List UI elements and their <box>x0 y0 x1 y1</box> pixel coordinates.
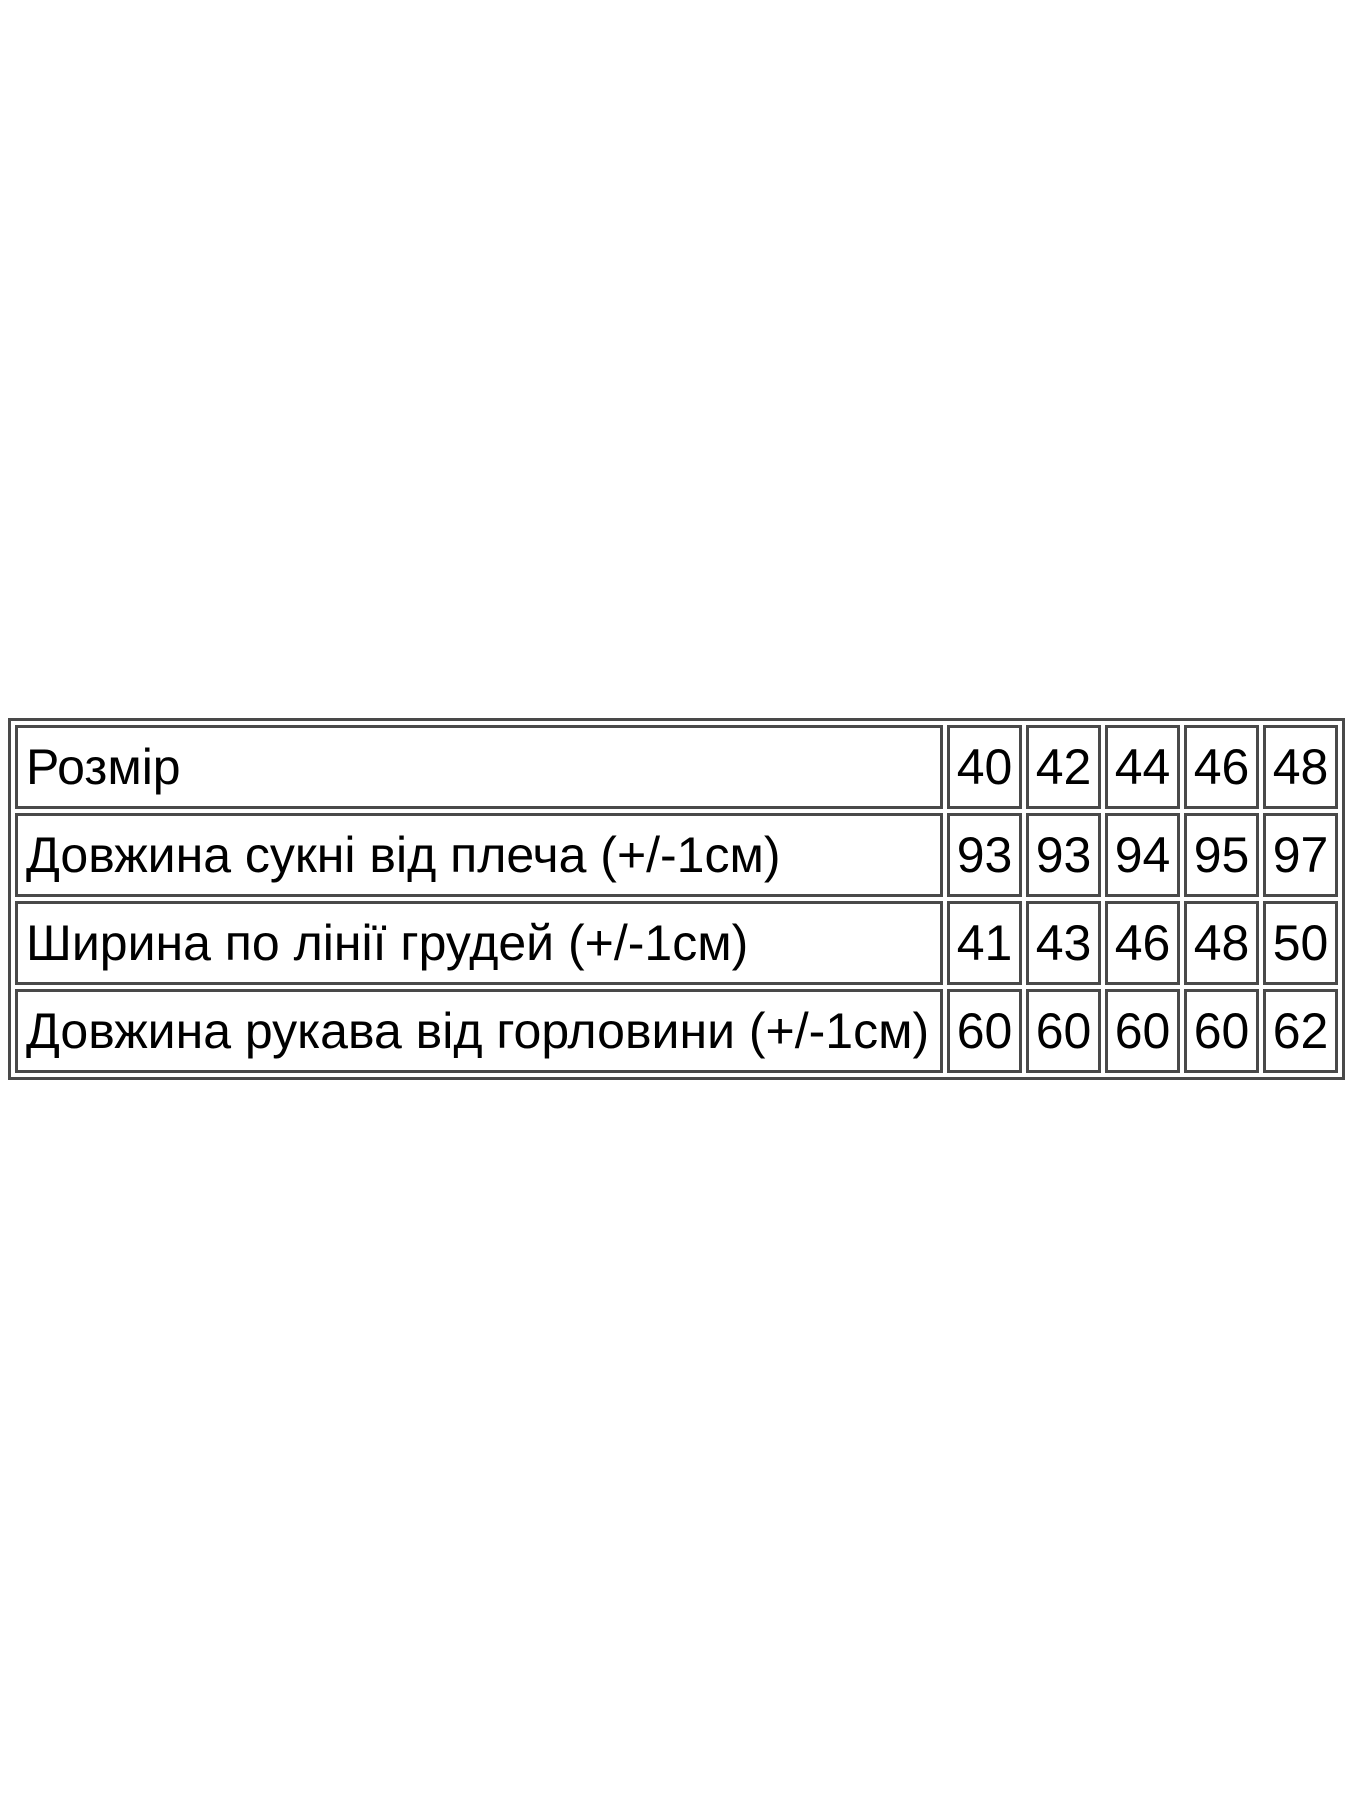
measure-value-cell: 41 <box>947 901 1022 985</box>
measure-value-cell: 95 <box>1184 813 1259 897</box>
measure-value-cell: 93 <box>947 813 1022 897</box>
measure-value-cell: 62 <box>1263 989 1338 1073</box>
measure-value-cell: 50 <box>1263 901 1338 985</box>
measure-value-cell: 43 <box>1026 901 1101 985</box>
row-label-cell: Ширина по лінії грудей (+/-1см) <box>15 901 943 985</box>
measure-value-cell: 94 <box>1105 813 1180 897</box>
measure-value-cell: 48 <box>1184 901 1259 985</box>
row-label-cell: Довжина сукні від плеча (+/-1см) <box>15 813 943 897</box>
size-value-cell: 46 <box>1184 725 1259 809</box>
size-chart-table: Розмір 40 42 44 46 48 Довжина сукні від … <box>8 718 1345 1080</box>
size-value-cell: 48 <box>1263 725 1338 809</box>
measure-value-cell: 93 <box>1026 813 1101 897</box>
size-value-cell: 40 <box>947 725 1022 809</box>
table-row-size: Розмір 40 42 44 46 48 <box>15 725 1338 809</box>
table-row-dress-length: Довжина сукні від плеча (+/-1см) 93 93 9… <box>15 813 1338 897</box>
measure-value-cell: 46 <box>1105 901 1180 985</box>
size-value-cell: 44 <box>1105 725 1180 809</box>
row-label-cell: Довжина рукава від горловини (+/-1см) <box>15 989 943 1073</box>
measure-value-cell: 60 <box>1026 989 1101 1073</box>
measure-value-cell: 60 <box>1105 989 1180 1073</box>
table-row-sleeve-length: Довжина рукава від горловини (+/-1см) 60… <box>15 989 1338 1073</box>
table-row-chest-width: Ширина по лінії грудей (+/-1см) 41 43 46… <box>15 901 1338 985</box>
measure-value-cell: 97 <box>1263 813 1338 897</box>
measure-value-cell: 60 <box>947 989 1022 1073</box>
row-label-cell: Розмір <box>15 725 943 809</box>
size-value-cell: 42 <box>1026 725 1101 809</box>
measure-value-cell: 60 <box>1184 989 1259 1073</box>
